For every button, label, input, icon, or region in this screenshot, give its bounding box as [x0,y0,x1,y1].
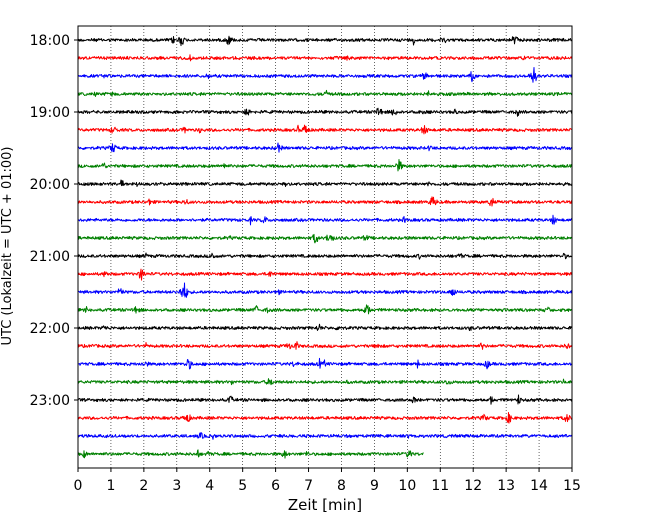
seismic-trace [77,233,573,244]
seismic-trace [77,252,573,260]
x-tick-label: 7 [304,478,313,494]
seismic-trace [77,159,573,172]
x-tick-label: 14 [530,478,548,494]
seismic-trace [77,357,573,370]
seismic-trace [77,196,573,207]
y-tick-label: 21:00 [30,249,70,265]
plot-frame [77,25,573,469]
seismic-trace [77,412,573,424]
y-tick-label: 22:00 [30,321,70,337]
seismic-trace [77,124,573,135]
seismic-trace [77,432,573,440]
seismic-trace [77,35,573,47]
seismic-trace [77,341,573,350]
x-tick-label: 15 [563,478,581,494]
x-tick-label: 13 [497,478,515,494]
seismic-trace [77,282,573,298]
x-tick-label: 8 [337,478,346,494]
seismic-trace [77,449,424,459]
y-axis-ticks: 18:00 19:00 20:00 21:00 22:00 23:00 [30,33,78,409]
x-tick-label: 2 [139,478,148,494]
seismic-trace [77,107,573,117]
seismic-trace [77,394,573,405]
seismic-trace [77,378,573,386]
y-tick-label: 23:00 [30,393,70,409]
seismic-trace [77,54,573,62]
x-tick-label: 6 [271,478,280,494]
x-tick-label: 4 [205,478,214,494]
x-tick-label: 9 [370,478,379,494]
x-tick-label: 3 [172,478,181,494]
x-tick-label: 5 [238,478,247,494]
y-tick-label: 19:00 [30,105,70,121]
y-tick-label: 18:00 [30,33,70,49]
seismic-trace [77,89,573,97]
seismic-trace [77,142,573,153]
seismic-trace [77,268,573,281]
x-tick-label: 12 [464,478,482,494]
seismic-trace [77,304,573,315]
x-tick-label: 10 [398,478,416,494]
seismic-traces [77,35,573,459]
x-axis-ticks: 0 1 2 3 4 5 6 7 8 9 10 11 12 13 14 15 [74,468,581,494]
seismic-trace [77,179,573,188]
x-tick-label: 0 [74,478,83,494]
y-axis-label: UTC (Lokalzeit = UTC + 01:00) [0,147,15,346]
seismic-trace [77,214,573,226]
x-tick-label: 11 [431,478,449,494]
x-axis-label: Zeit [min] [288,496,362,514]
x-tick-label: 1 [106,478,115,494]
seismic-trace [77,323,573,332]
seismic-trace [77,67,573,83]
y-tick-label: 20:00 [30,177,70,193]
